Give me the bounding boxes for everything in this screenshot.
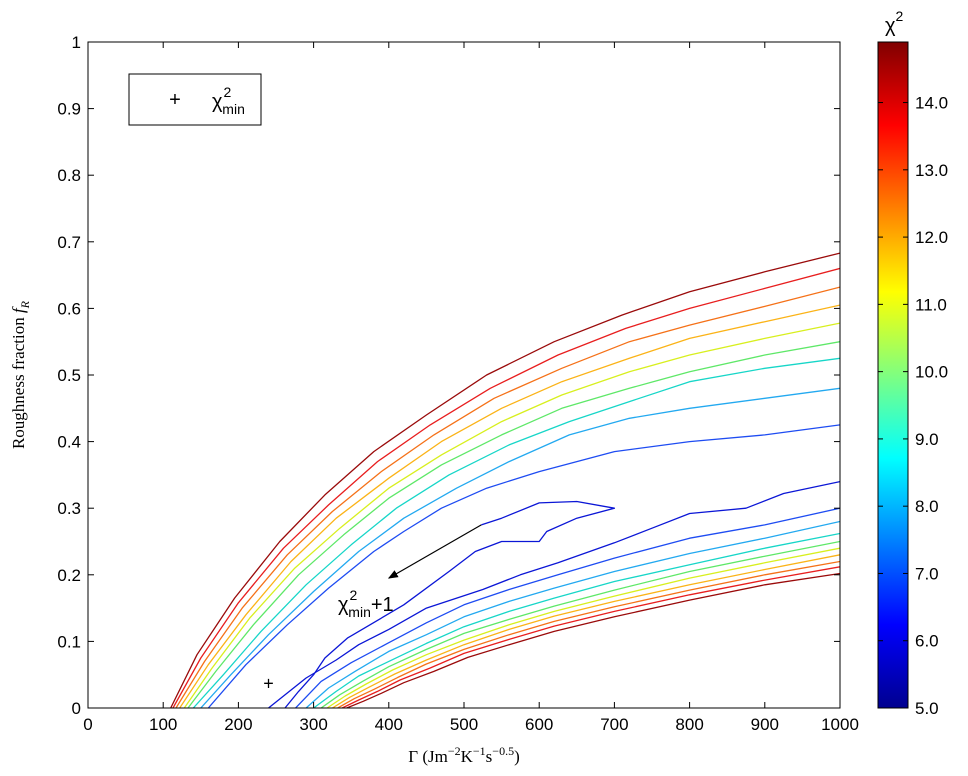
x-tick-label: 200 <box>224 715 252 734</box>
colorbar-tick-label: 11.0 <box>915 295 947 314</box>
colorbar-ticks: 5.0 6.0 7.0 8.0 9.0 10.0 11.0 12.0 13.0 14.0 <box>878 94 948 718</box>
y-axis: 0 0.1 0.2 0.3 0.4 0.5 0.6 0.7 0.8 0.9 1 <box>57 33 840 718</box>
x-tick-label: 100 <box>149 715 177 734</box>
x-axis-title: Γ (Jm−2K−1s−0.5) <box>408 744 520 766</box>
contour-line <box>332 554 840 708</box>
contour-line <box>268 480 840 708</box>
colorbar-title: χ2 <box>885 8 904 37</box>
y-tick-label: 0.1 <box>57 632 81 651</box>
colorbar-tick-label: 8.0 <box>915 497 939 516</box>
y-tick-label: 0.7 <box>57 233 81 252</box>
colorbar-tick-label: 14.0 <box>915 94 948 113</box>
x-tick-label: 900 <box>751 715 779 734</box>
contour-line <box>313 532 840 708</box>
contour-line <box>192 357 840 708</box>
x-axis: 0 100 200 300 400 500 600 700 800 900 1000 <box>83 42 859 734</box>
contour-line <box>346 572 840 708</box>
annotation-arrow <box>387 524 482 579</box>
x-tick-label: 600 <box>525 715 553 734</box>
y-tick-label: 0 <box>72 699 81 718</box>
colorbar-tick-label: 9.0 <box>915 430 939 449</box>
contour-line <box>179 304 840 708</box>
colorbar-tick-label: 5.0 <box>915 699 939 718</box>
y-tick-label: 0.9 <box>57 100 81 119</box>
contour-line <box>337 560 840 708</box>
contour-line <box>187 341 840 708</box>
x-tick-label: 700 <box>600 715 628 734</box>
y-tick-label: 0.4 <box>57 433 81 452</box>
y-tick-label: 1 <box>72 33 81 52</box>
x-tick-label: 800 <box>675 715 703 734</box>
plot-background <box>88 42 840 708</box>
colorbar-tick-label: 10.0 <box>915 363 948 382</box>
contour-line <box>170 252 840 708</box>
colorbar-gradient <box>877 41 909 709</box>
contour-line <box>183 322 840 708</box>
y-axis-title: Roughness fraction fR <box>9 300 32 449</box>
contour-line <box>320 540 840 708</box>
contour-line <box>341 566 840 708</box>
x-tick-label: 1000 <box>821 715 859 734</box>
colorbar: 5.0 6.0 7.0 8.0 9.0 10.0 11.0 12.0 13.0 14.0 χ2 <box>877 8 948 718</box>
contour-line <box>305 520 840 708</box>
colorbar-tick-label: 13.0 <box>915 161 948 180</box>
colorbar-tick-label: 12.0 <box>915 228 948 247</box>
legend: + χ2 min <box>128 73 262 126</box>
legend-box <box>128 73 262 126</box>
contour-line <box>200 387 840 708</box>
y-tick-label: 0.3 <box>57 499 81 518</box>
annotation-label: χ2 min+1 <box>338 587 394 620</box>
y-tick-label: 0.8 <box>57 166 81 185</box>
contour-line <box>207 424 840 708</box>
contour-line <box>175 286 840 708</box>
x-tick-label: 400 <box>375 715 403 734</box>
legend-marker: + <box>169 89 181 111</box>
contour-line <box>172 267 840 708</box>
legend-label: χ2 min <box>212 84 245 117</box>
contour-lines <box>170 252 840 708</box>
contour-line <box>326 547 840 708</box>
contour-line <box>284 500 616 708</box>
y-tick-label: 0.6 <box>57 299 81 318</box>
x-tick-label: 500 <box>450 715 478 734</box>
x-tick-label: 300 <box>299 715 327 734</box>
minimum-marker: + <box>263 673 274 693</box>
colorbar-tick-label: 6.0 <box>915 632 939 651</box>
annotation: χ2 min+1 <box>338 524 482 620</box>
contour-line <box>295 507 840 708</box>
y-tick-label: 0.5 <box>57 366 81 385</box>
x-tick-label: 0 <box>83 715 92 734</box>
colorbar-tick-label: 7.0 <box>915 564 939 583</box>
y-tick-label: 0.2 <box>57 566 81 585</box>
